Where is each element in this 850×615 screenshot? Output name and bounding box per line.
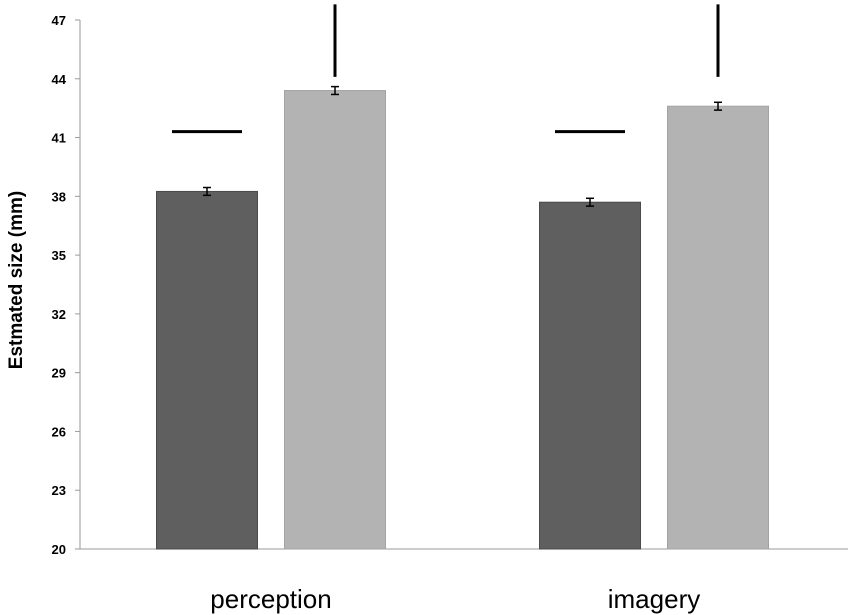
bar-imagery-series-1 (539, 201, 641, 550)
y-axis: 20 23 26 29 32 35 38 41 44 47 (52, 13, 81, 557)
bar-perception-series-1 (156, 190, 258, 550)
y-tick-label: 44 (52, 72, 67, 87)
y-tick-label: 29 (52, 366, 66, 381)
y-tick-label: 38 (52, 189, 66, 204)
y-tick-label: 26 (52, 424, 66, 439)
x-axis: perception imagery (80, 548, 848, 614)
y-tick-label: 32 (52, 307, 66, 322)
y-tick-label: 47 (52, 13, 66, 28)
y-tick-label: 23 (52, 483, 66, 498)
bars (156, 85, 769, 550)
y-axis-title: Estmated size (mm) (6, 191, 27, 369)
bar-perception-series-2 (284, 90, 386, 550)
category-label-imagery: imagery (608, 584, 700, 614)
y-tick-label: 35 (52, 248, 66, 263)
category-label-perception: perception (210, 584, 331, 614)
y-tick-label: 41 (52, 131, 66, 146)
annotations (172, 4, 720, 134)
y-tick-label: 20 (52, 542, 66, 557)
bar-imagery-series-2 (667, 105, 769, 550)
